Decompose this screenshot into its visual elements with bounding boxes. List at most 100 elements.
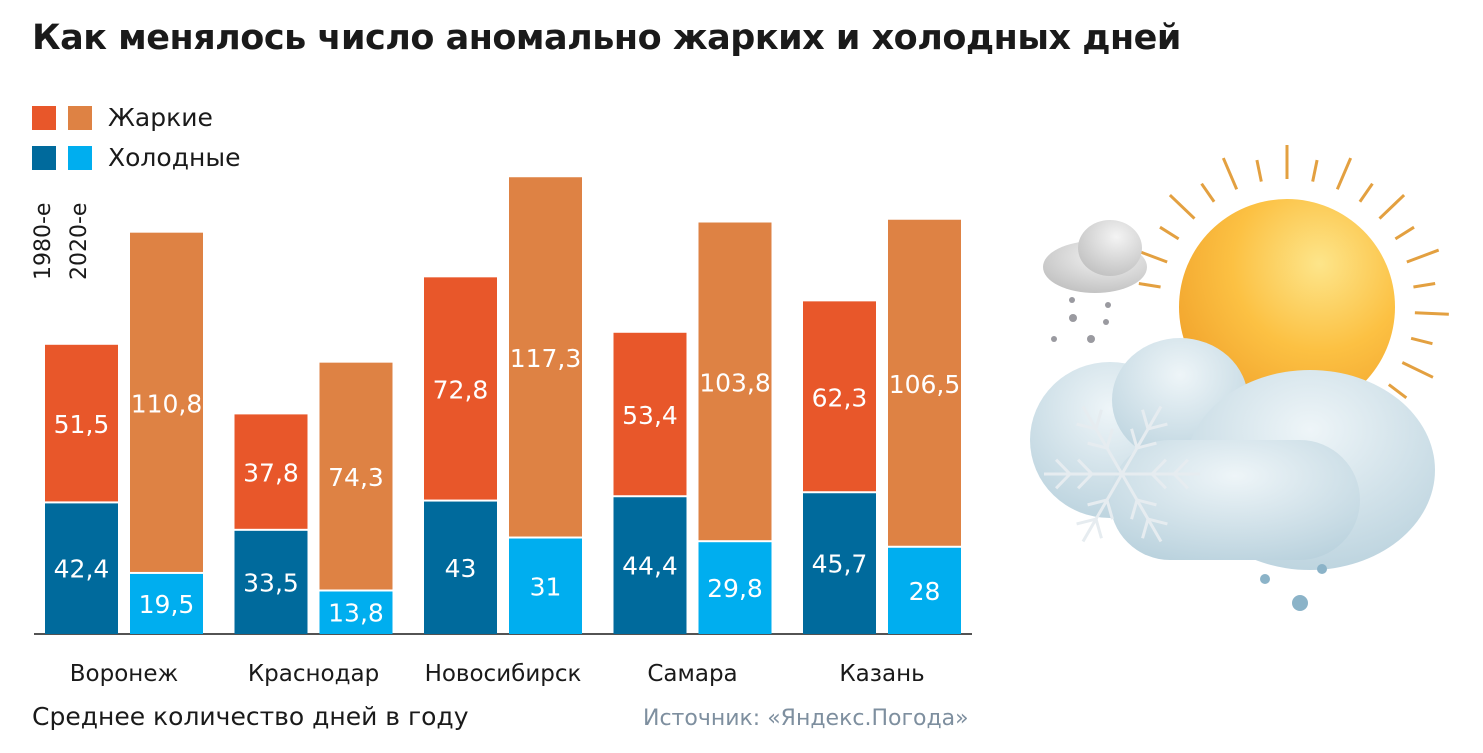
- bar-cold-1980: [234, 530, 308, 634]
- sun-ray: [1138, 282, 1161, 289]
- snowflake-arm: [1120, 405, 1163, 475]
- bar-cold-2020: [130, 573, 203, 634]
- legend-cold: Холодные: [32, 143, 240, 172]
- snowflake-branch: [1136, 498, 1157, 507]
- snowflake-arm: [1081, 405, 1124, 475]
- sun-ray: [1221, 157, 1239, 190]
- blue-cloud-icon: [1030, 338, 1435, 570]
- chart-footnote: Среднее количество дней в году: [32, 702, 469, 731]
- snowflake-branch: [1076, 458, 1094, 476]
- bar-value-label: 13,8: [328, 599, 384, 628]
- bar-cold-2020: [509, 538, 582, 634]
- legend-label-hot: Жаркие: [108, 103, 213, 132]
- snowflake-branch: [1054, 472, 1072, 490]
- snowflake-branch: [1136, 441, 1157, 450]
- snowflake-branch: [1172, 458, 1190, 476]
- bar-value-label: 62,3: [812, 383, 868, 412]
- bar-cold-1980: [424, 501, 497, 634]
- bar-value-label: 74,3: [328, 463, 384, 492]
- bar-value-label: 110,8: [131, 389, 203, 418]
- bar-value-label: 43: [445, 554, 477, 583]
- bar-value-label: 103,8: [699, 368, 771, 397]
- water-drops: [1260, 564, 1327, 611]
- sun-ray: [1311, 159, 1319, 182]
- snowflake-branch: [1150, 472, 1168, 490]
- snowflake-arm: [1081, 473, 1124, 543]
- sun-ray: [1406, 248, 1440, 264]
- weather-illustration: [1030, 145, 1449, 611]
- city-label: Самара: [647, 661, 737, 687]
- bar-hot-1980: [424, 277, 497, 500]
- bar-hot-2020: [319, 362, 393, 590]
- sun-ray: [1200, 182, 1216, 203]
- snowflake-branch: [1105, 428, 1114, 449]
- snowflake-branch: [1150, 458, 1168, 476]
- legend-label-cold: Холодные: [108, 143, 241, 172]
- snowflake-branch: [1094, 518, 1103, 539]
- sun-ray: [1358, 182, 1374, 203]
- snowflake-branch: [1054, 458, 1072, 476]
- bar-hot-2020: [130, 232, 203, 572]
- sun-ray: [1378, 193, 1406, 220]
- snowflake-branch: [1130, 499, 1139, 520]
- bar-hot-2020: [509, 177, 582, 537]
- bar-value-label: 37,8: [243, 459, 299, 488]
- bar-value-label: 106,5: [889, 370, 961, 399]
- city-label: Краснодар: [248, 661, 379, 687]
- snow-dots: [1051, 297, 1111, 343]
- city-label: Новосибирск: [425, 661, 582, 687]
- bar-value-label: 44,4: [622, 552, 678, 581]
- snowflake-branch: [1076, 517, 1097, 526]
- chart-title: Как менялось число аномально жарких и хо…: [32, 18, 1181, 58]
- sun-ray: [1387, 383, 1408, 400]
- sun-ray: [1413, 282, 1436, 289]
- bar-value-label: 31: [530, 572, 562, 601]
- gray-cloud-icon: [1043, 220, 1147, 293]
- sun-icon: [1179, 199, 1395, 415]
- bar-cold-1980: [45, 503, 118, 634]
- snowflake-branch: [1094, 409, 1103, 430]
- bar-value-label: 45,7: [812, 550, 868, 579]
- swatch-cold-2020: [68, 145, 92, 170]
- snowflake-branch: [1087, 441, 1108, 450]
- bar-cold-2020: [319, 591, 393, 634]
- sun-ray: [1255, 159, 1263, 182]
- city-label: Казань: [839, 661, 924, 687]
- bar-hot-1980: [45, 344, 118, 502]
- snowflake-branch: [1076, 422, 1097, 431]
- swatch-cold-1980: [32, 145, 56, 170]
- bar-hot-2020: [888, 219, 961, 546]
- bar-value-label: 51,5: [54, 410, 110, 439]
- bar-value-label: 72,8: [433, 375, 489, 404]
- snowflake-branch: [1141, 518, 1150, 539]
- snowflake-arm: [1120, 473, 1163, 543]
- bar-hot-2020: [698, 222, 772, 541]
- sun-ray: [1401, 361, 1434, 379]
- snowflake-branch: [1147, 422, 1168, 431]
- city-label: Воронеж: [70, 661, 178, 687]
- bar-value-label: 33,5: [243, 568, 299, 597]
- sun-ray: [1168, 193, 1196, 220]
- sun-ray: [1159, 225, 1180, 241]
- snowflake-branch: [1105, 499, 1114, 520]
- sun-ray: [1410, 336, 1433, 346]
- swatch-hot-2020: [68, 105, 92, 130]
- bar-cold-2020: [888, 547, 961, 634]
- snowflake-branch: [1087, 498, 1108, 507]
- snowflake-branch: [1141, 409, 1150, 430]
- bar-value-label: 29,8: [707, 574, 763, 603]
- bar-value-label: 19,5: [139, 590, 195, 619]
- bar-hot-1980: [803, 301, 876, 492]
- swatch-hot-1980: [32, 105, 56, 130]
- bar-hot-1980: [613, 332, 687, 496]
- source-note: Источник: «Яндекс.Погода»: [643, 706, 969, 731]
- sun-ray: [1335, 157, 1353, 190]
- bar-hot-1980: [234, 414, 308, 529]
- bar-value-label: 42,4: [54, 555, 110, 584]
- snowflake-branch: [1076, 472, 1094, 490]
- snowflake-branch: [1147, 517, 1168, 526]
- legend-hot: Жаркие: [32, 103, 213, 132]
- bar-value-label: 53,4: [622, 401, 678, 430]
- sun-ray: [1414, 311, 1449, 316]
